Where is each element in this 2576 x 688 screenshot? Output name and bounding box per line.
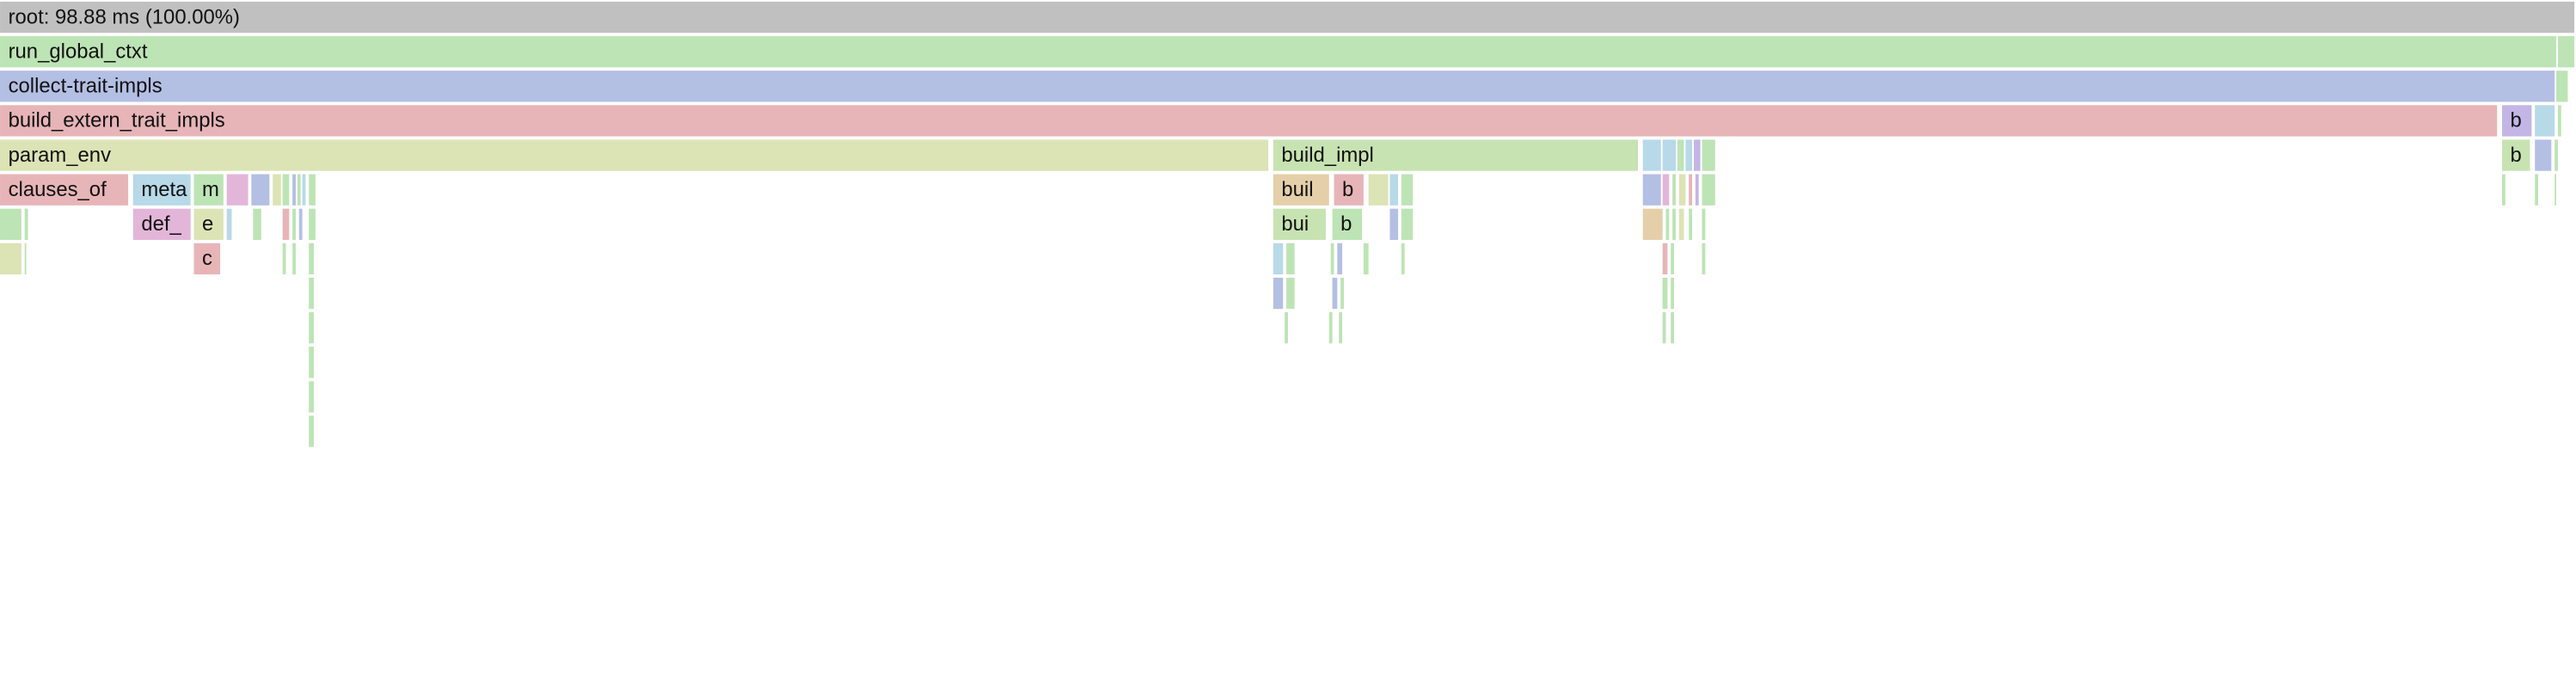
frame[interactable] — [2555, 174, 2557, 206]
frame[interactable] — [1702, 174, 1715, 206]
frame[interactable] — [1662, 312, 1666, 344]
frame[interactable] — [302, 174, 306, 206]
frame[interactable] — [253, 208, 261, 240]
frame[interactable] — [1285, 312, 1288, 344]
frame[interactable] — [2535, 174, 2539, 206]
frame[interactable] — [1389, 174, 1399, 206]
frame[interactable] — [309, 347, 314, 378]
frame[interactable] — [0, 139, 1269, 171]
frame[interactable] — [2535, 139, 2552, 171]
frame[interactable] — [0, 1, 2575, 34]
frame[interactable] — [1401, 174, 1414, 206]
frame[interactable] — [2501, 174, 2505, 206]
frame[interactable] — [2556, 71, 2568, 102]
frame[interactable] — [1273, 174, 1329, 206]
frame[interactable] — [1642, 208, 1663, 240]
frame[interactable] — [1662, 174, 1670, 206]
frame[interactable] — [1334, 174, 1364, 206]
frame[interactable] — [1340, 277, 1344, 310]
frame[interactable] — [1332, 277, 1338, 310]
frame[interactable] — [1677, 139, 1684, 171]
frame[interactable] — [297, 174, 301, 206]
frame[interactable] — [309, 243, 314, 275]
frame[interactable] — [292, 208, 296, 240]
frame[interactable] — [193, 208, 224, 240]
frame[interactable] — [1401, 208, 1414, 240]
frame[interactable] — [1672, 174, 1676, 206]
frame[interactable] — [1678, 174, 1686, 206]
frame[interactable] — [1685, 139, 1693, 171]
frame[interactable] — [309, 208, 316, 240]
frame[interactable] — [298, 208, 303, 240]
frame[interactable] — [193, 243, 221, 275]
frame[interactable] — [193, 174, 224, 206]
frame[interactable] — [1695, 174, 1699, 206]
frame[interactable] — [1368, 174, 1389, 206]
frame[interactable] — [1662, 277, 1668, 310]
frame[interactable] — [282, 243, 286, 275]
frame[interactable] — [24, 208, 28, 240]
frame[interactable] — [1662, 139, 1676, 171]
frame[interactable] — [226, 174, 248, 206]
frame[interactable] — [1286, 277, 1295, 310]
frame[interactable] — [1678, 208, 1684, 240]
frame[interactable] — [1702, 139, 1715, 171]
frame[interactable] — [1363, 243, 1369, 275]
frame[interactable] — [309, 174, 316, 206]
frame[interactable] — [132, 174, 191, 206]
frame[interactable] — [1273, 208, 1326, 240]
frame[interactable] — [1689, 208, 1693, 240]
frame[interactable] — [1642, 174, 1661, 206]
frame[interactable] — [309, 381, 314, 413]
frame[interactable] — [0, 243, 21, 275]
frame[interactable] — [292, 243, 296, 275]
frame[interactable] — [2557, 105, 2561, 137]
frame[interactable] — [1286, 243, 1295, 275]
frame[interactable] — [309, 312, 314, 344]
frame[interactable] — [132, 208, 191, 240]
frame[interactable] — [282, 208, 290, 240]
frame[interactable] — [251, 174, 270, 206]
frame[interactable] — [1273, 139, 1638, 171]
frame[interactable] — [1273, 277, 1284, 310]
frame[interactable] — [1672, 208, 1676, 240]
frame[interactable] — [309, 277, 314, 310]
frame[interactable] — [1642, 139, 1661, 171]
frame[interactable] — [2557, 36, 2575, 68]
frame[interactable] — [309, 415, 314, 447]
frame[interactable] — [1330, 243, 1334, 275]
frame[interactable] — [2501, 139, 2530, 171]
frame[interactable] — [1401, 243, 1405, 275]
frame[interactable] — [0, 174, 129, 206]
frame[interactable] — [1671, 243, 1675, 275]
frame[interactable] — [1339, 312, 1343, 344]
frame[interactable] — [0, 36, 2557, 68]
frame[interactable] — [2555, 139, 2558, 171]
frame[interactable] — [1662, 243, 1668, 275]
frame[interactable] — [0, 208, 21, 240]
frame[interactable] — [0, 105, 2498, 137]
frame[interactable] — [1337, 243, 1343, 275]
frame[interactable] — [24, 243, 27, 275]
frame[interactable] — [1332, 208, 1362, 240]
frame[interactable] — [2501, 105, 2532, 137]
frame[interactable] — [1671, 312, 1675, 344]
frame[interactable] — [0, 71, 2555, 102]
frame[interactable] — [1328, 312, 1333, 344]
frame[interactable] — [226, 208, 232, 240]
frame[interactable] — [1702, 243, 1706, 275]
frame[interactable] — [282, 174, 290, 206]
frame[interactable] — [1693, 139, 1701, 171]
frame[interactable] — [2535, 105, 2555, 137]
frame[interactable] — [1689, 174, 1693, 206]
frame[interactable] — [292, 174, 296, 206]
frame[interactable] — [1665, 208, 1670, 240]
frame[interactable] — [1702, 208, 1706, 240]
frame[interactable] — [1671, 277, 1675, 310]
frame[interactable] — [1389, 208, 1399, 240]
frame[interactable] — [1273, 243, 1284, 275]
frame[interactable] — [273, 174, 281, 206]
